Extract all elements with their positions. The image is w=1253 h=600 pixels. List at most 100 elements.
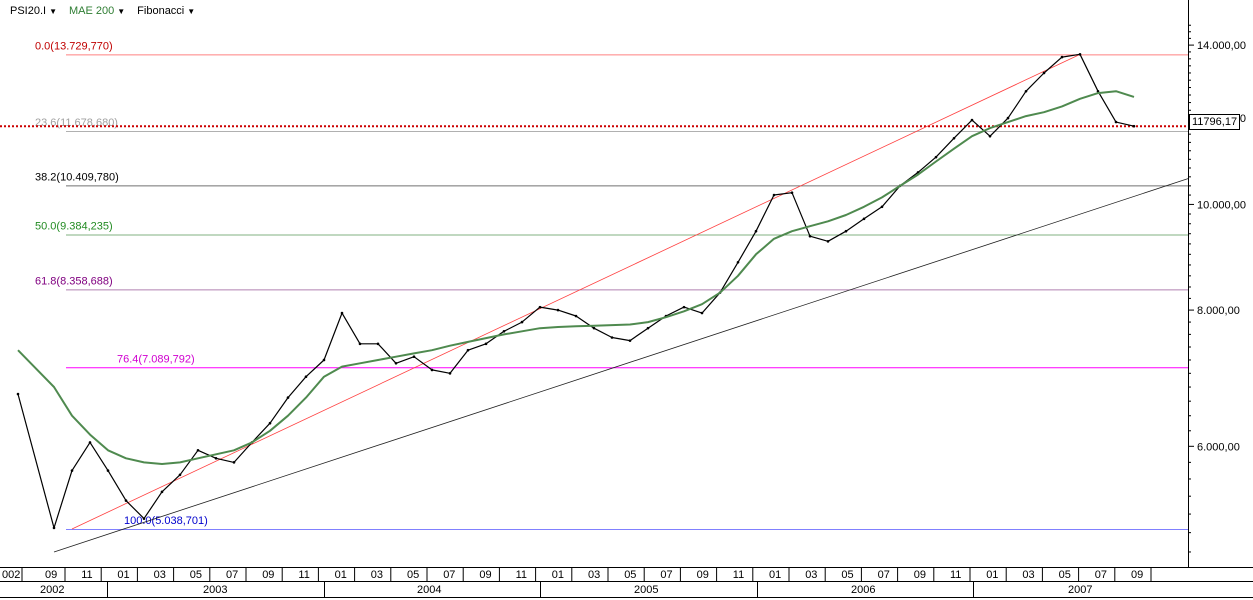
x-year-label: 2002 xyxy=(40,584,64,596)
price-point xyxy=(1078,53,1082,56)
indicator-label: MAE 200 xyxy=(69,5,115,17)
tool-dropdown[interactable]: Fibonacci ▼ xyxy=(137,5,195,17)
price-point xyxy=(340,311,344,315)
price-point xyxy=(16,392,20,396)
x-month-label: 09 xyxy=(479,569,491,581)
price-point xyxy=(736,260,740,264)
price-point xyxy=(214,456,218,460)
x-month-label: 09 xyxy=(697,569,709,581)
x-year-label: 2007 xyxy=(1068,584,1092,596)
price-point xyxy=(826,240,830,243)
x-year-label: 2004 xyxy=(417,584,441,596)
price-point xyxy=(1060,55,1064,59)
price-point xyxy=(988,134,992,138)
tool-label: Fibonacci xyxy=(137,5,185,17)
x-month-label: 11 xyxy=(298,569,309,581)
x-month-label: 05 xyxy=(1059,569,1071,581)
price-point xyxy=(592,326,596,330)
price-point xyxy=(538,305,542,309)
x-month-label: 09 xyxy=(45,569,57,581)
indicator-dropdown[interactable]: MAE 200 ▼ xyxy=(69,5,125,17)
x-month-label: 11 xyxy=(516,569,527,581)
fib-level-label: 0.0(13.729,770) xyxy=(35,40,113,52)
price-point xyxy=(610,336,614,339)
price-point xyxy=(682,305,686,309)
price-point xyxy=(862,217,866,221)
price-point xyxy=(844,229,848,233)
y-tick-label: 6.000,00 xyxy=(1197,441,1240,453)
moving-average-line xyxy=(17,90,1135,465)
x-month-label: 05 xyxy=(624,569,636,581)
symbol-dropdown[interactable]: PSI20.I ▼ xyxy=(10,5,57,17)
x-month-label: 07 xyxy=(878,569,890,581)
price-point xyxy=(358,342,362,346)
price-point xyxy=(574,314,578,318)
x-month-label: 01 xyxy=(769,569,781,581)
x-month-label: 01 xyxy=(986,569,998,581)
price-point xyxy=(556,308,560,312)
price-point xyxy=(628,339,632,342)
fib-level-label: 38.2(10.409,780) xyxy=(35,171,119,183)
x-month-label: 01 xyxy=(552,569,564,581)
price-point xyxy=(1096,89,1100,93)
trendline-support xyxy=(53,178,1189,553)
x-month-label: 03 xyxy=(154,569,166,581)
x-month-label: 05 xyxy=(407,569,419,581)
price-point xyxy=(1006,116,1010,120)
price-point xyxy=(448,372,452,375)
price-point xyxy=(1132,124,1136,128)
price-point xyxy=(232,461,236,464)
price-point xyxy=(88,441,92,444)
price-point xyxy=(196,448,200,452)
x-year-label: 2005 xyxy=(634,584,658,596)
price-point xyxy=(1024,89,1028,93)
price-point xyxy=(502,329,506,333)
price-point xyxy=(322,358,326,362)
x-month-label: 09 xyxy=(262,569,274,581)
trendline-fibonacci-anchor xyxy=(71,53,1081,530)
x-year-label: 2006 xyxy=(851,584,875,596)
chart-toolbar: PSI20.I ▼ MAE 200 ▼ Fibonacci ▼ xyxy=(0,0,195,22)
price-point xyxy=(808,234,812,238)
price-point xyxy=(376,342,380,346)
price-point xyxy=(70,469,74,472)
x-month-label: 01 xyxy=(117,569,129,581)
price-point xyxy=(772,193,776,197)
price-point xyxy=(412,355,416,358)
price-point xyxy=(268,421,272,425)
plot-area xyxy=(1,22,1189,567)
price-point xyxy=(754,229,758,233)
price-point xyxy=(106,469,110,472)
y-tick-label: 14.000,00 xyxy=(1197,40,1246,52)
price-point xyxy=(124,499,128,502)
x-month-label: 07 xyxy=(226,569,238,581)
symbol-label: PSI20.I xyxy=(10,5,47,17)
x-month-label: 002 xyxy=(2,569,20,581)
price-point xyxy=(466,348,470,352)
x-month-label: 11 xyxy=(950,569,961,581)
price-point xyxy=(394,361,398,365)
x-month-label: 03 xyxy=(805,569,817,581)
chevron-down-icon: ▼ xyxy=(117,6,126,16)
price-point xyxy=(646,326,650,330)
current-price-badge: 11796,17 xyxy=(1189,114,1241,130)
x-month-label: 07 xyxy=(443,569,455,581)
x-year-label: 2003 xyxy=(203,584,227,596)
x-month-label: 11 xyxy=(733,569,744,581)
price-point xyxy=(52,526,56,530)
price-point xyxy=(970,118,974,122)
price-point xyxy=(880,205,884,209)
x-month-label: 03 xyxy=(588,569,600,581)
x-month-label: 09 xyxy=(1131,569,1143,581)
fib-level-label: 76.4(7.089,792) xyxy=(117,353,195,365)
price-point xyxy=(430,368,434,372)
price-point xyxy=(484,342,488,346)
y-tick-label: 10.000,00 xyxy=(1197,199,1246,211)
price-point xyxy=(934,155,938,159)
price-point xyxy=(178,473,182,477)
price-point xyxy=(142,517,146,520)
x-month-label: 05 xyxy=(190,569,202,581)
price-point xyxy=(304,375,308,379)
y-tick-label: 8.000,00 xyxy=(1197,305,1240,317)
